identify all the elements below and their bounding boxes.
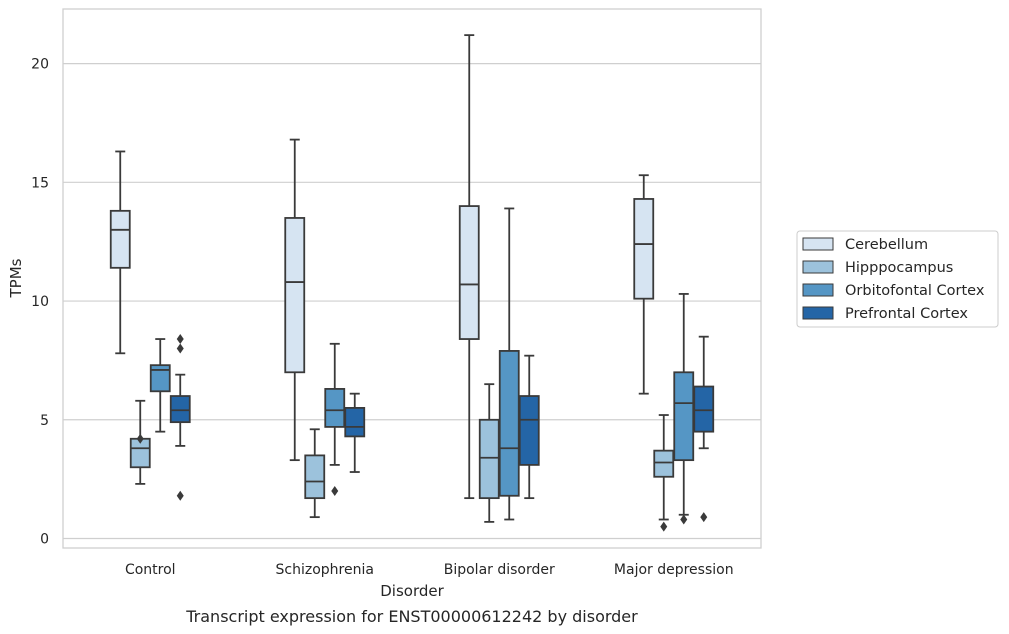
legend-swatch <box>802 283 834 297</box>
box-iqr <box>518 395 540 466</box>
box-hipppocampus-major-depression <box>653 414 675 532</box>
y-tick-label: 20 <box>31 57 49 73</box>
y-tick-label: 0 <box>40 532 49 548</box>
box-iqr <box>109 209 131 269</box>
y-tick-label: 5 <box>40 413 49 429</box>
y-axis-title: TPMs <box>7 258 25 298</box>
box-iqr <box>169 395 191 424</box>
y-tick-label: 15 <box>31 175 49 191</box>
legend-swatch <box>802 237 834 251</box>
y-tick-labels: 0 5 10 15 20 <box>31 57 49 548</box>
box-prefrontal-cortex-bipolar-disorder <box>518 354 540 500</box>
box-hipppocampus-control <box>129 399 151 485</box>
outlier-point <box>331 486 339 497</box>
box-iqr <box>673 371 695 462</box>
legend-swatch <box>802 306 834 320</box>
box-iqr <box>478 418 500 500</box>
box-cerebellum-schizophrenia <box>284 138 306 462</box>
box-iqr <box>344 407 366 438</box>
box-prefrontal-cortex-major-depression <box>693 335 715 523</box>
plot-frame <box>62 8 762 549</box>
box-orbitofontal-cortex-control <box>149 338 171 433</box>
outlier-point <box>700 512 708 523</box>
box-iqr <box>633 198 655 300</box>
box-hipppocampus-schizophrenia <box>304 428 326 519</box>
box-prefrontal-cortex-control <box>169 334 191 501</box>
outlier-point <box>680 514 688 525</box>
box-iqr <box>324 388 346 428</box>
y-tick-label: 10 <box>31 294 49 310</box>
box-iqr <box>693 385 715 433</box>
x-tick-labels: Control Schizophrenia Bipolar disorder Majo… <box>125 562 734 578</box>
chart-caption: Transcript expression for ENST0000061224… <box>185 607 638 626</box>
x-tick-label: Control <box>125 562 176 578</box>
x-axis-title: Disorder <box>380 582 444 600</box>
box-cerebellum-control <box>109 150 131 355</box>
outlier-point <box>136 433 144 444</box>
legend-label: Hipppocampus <box>845 260 953 276</box>
outlier-point <box>176 343 184 354</box>
box-iqr <box>149 364 171 393</box>
outlier-point <box>176 334 184 345</box>
legend: Cerebellum Hipppocampus Orbitofontal Corte… <box>796 230 999 328</box>
x-tick-label: Schizophrenia <box>276 562 374 578</box>
box-orbitofontal-cortex-schizophrenia <box>324 342 346 497</box>
box-cerebellum-major-depression <box>633 174 655 395</box>
box-iqr <box>498 350 520 497</box>
legend-label: Prefrontal Cortex <box>845 306 968 322</box>
legend-label: Orbitofontal Cortex <box>845 283 985 299</box>
legend-swatch <box>802 260 834 274</box>
x-tick-label: Major depression <box>614 562 734 578</box>
x-tick-label: Bipolar disorder <box>444 562 555 578</box>
box-iqr <box>284 217 306 374</box>
box-orbitofontal-cortex-bipolar-disorder <box>498 207 520 521</box>
box-prefrontal-cortex-schizophrenia <box>344 392 366 473</box>
box-iqr <box>304 454 326 500</box>
outlier-point <box>660 521 668 532</box>
box-iqr <box>653 449 675 478</box>
legend-label: Cerebellum <box>845 237 928 253</box>
box-iqr <box>458 205 480 340</box>
box-cerebellum-bipolar-disorder <box>458 34 480 500</box>
box-orbitofontal-cortex-major-depression <box>673 293 695 525</box>
box-groups <box>109 34 715 532</box>
outlier-point <box>176 490 184 501</box>
box-hipppocampus-bipolar-disorder <box>478 383 500 523</box>
legend-frame <box>796 230 999 328</box>
